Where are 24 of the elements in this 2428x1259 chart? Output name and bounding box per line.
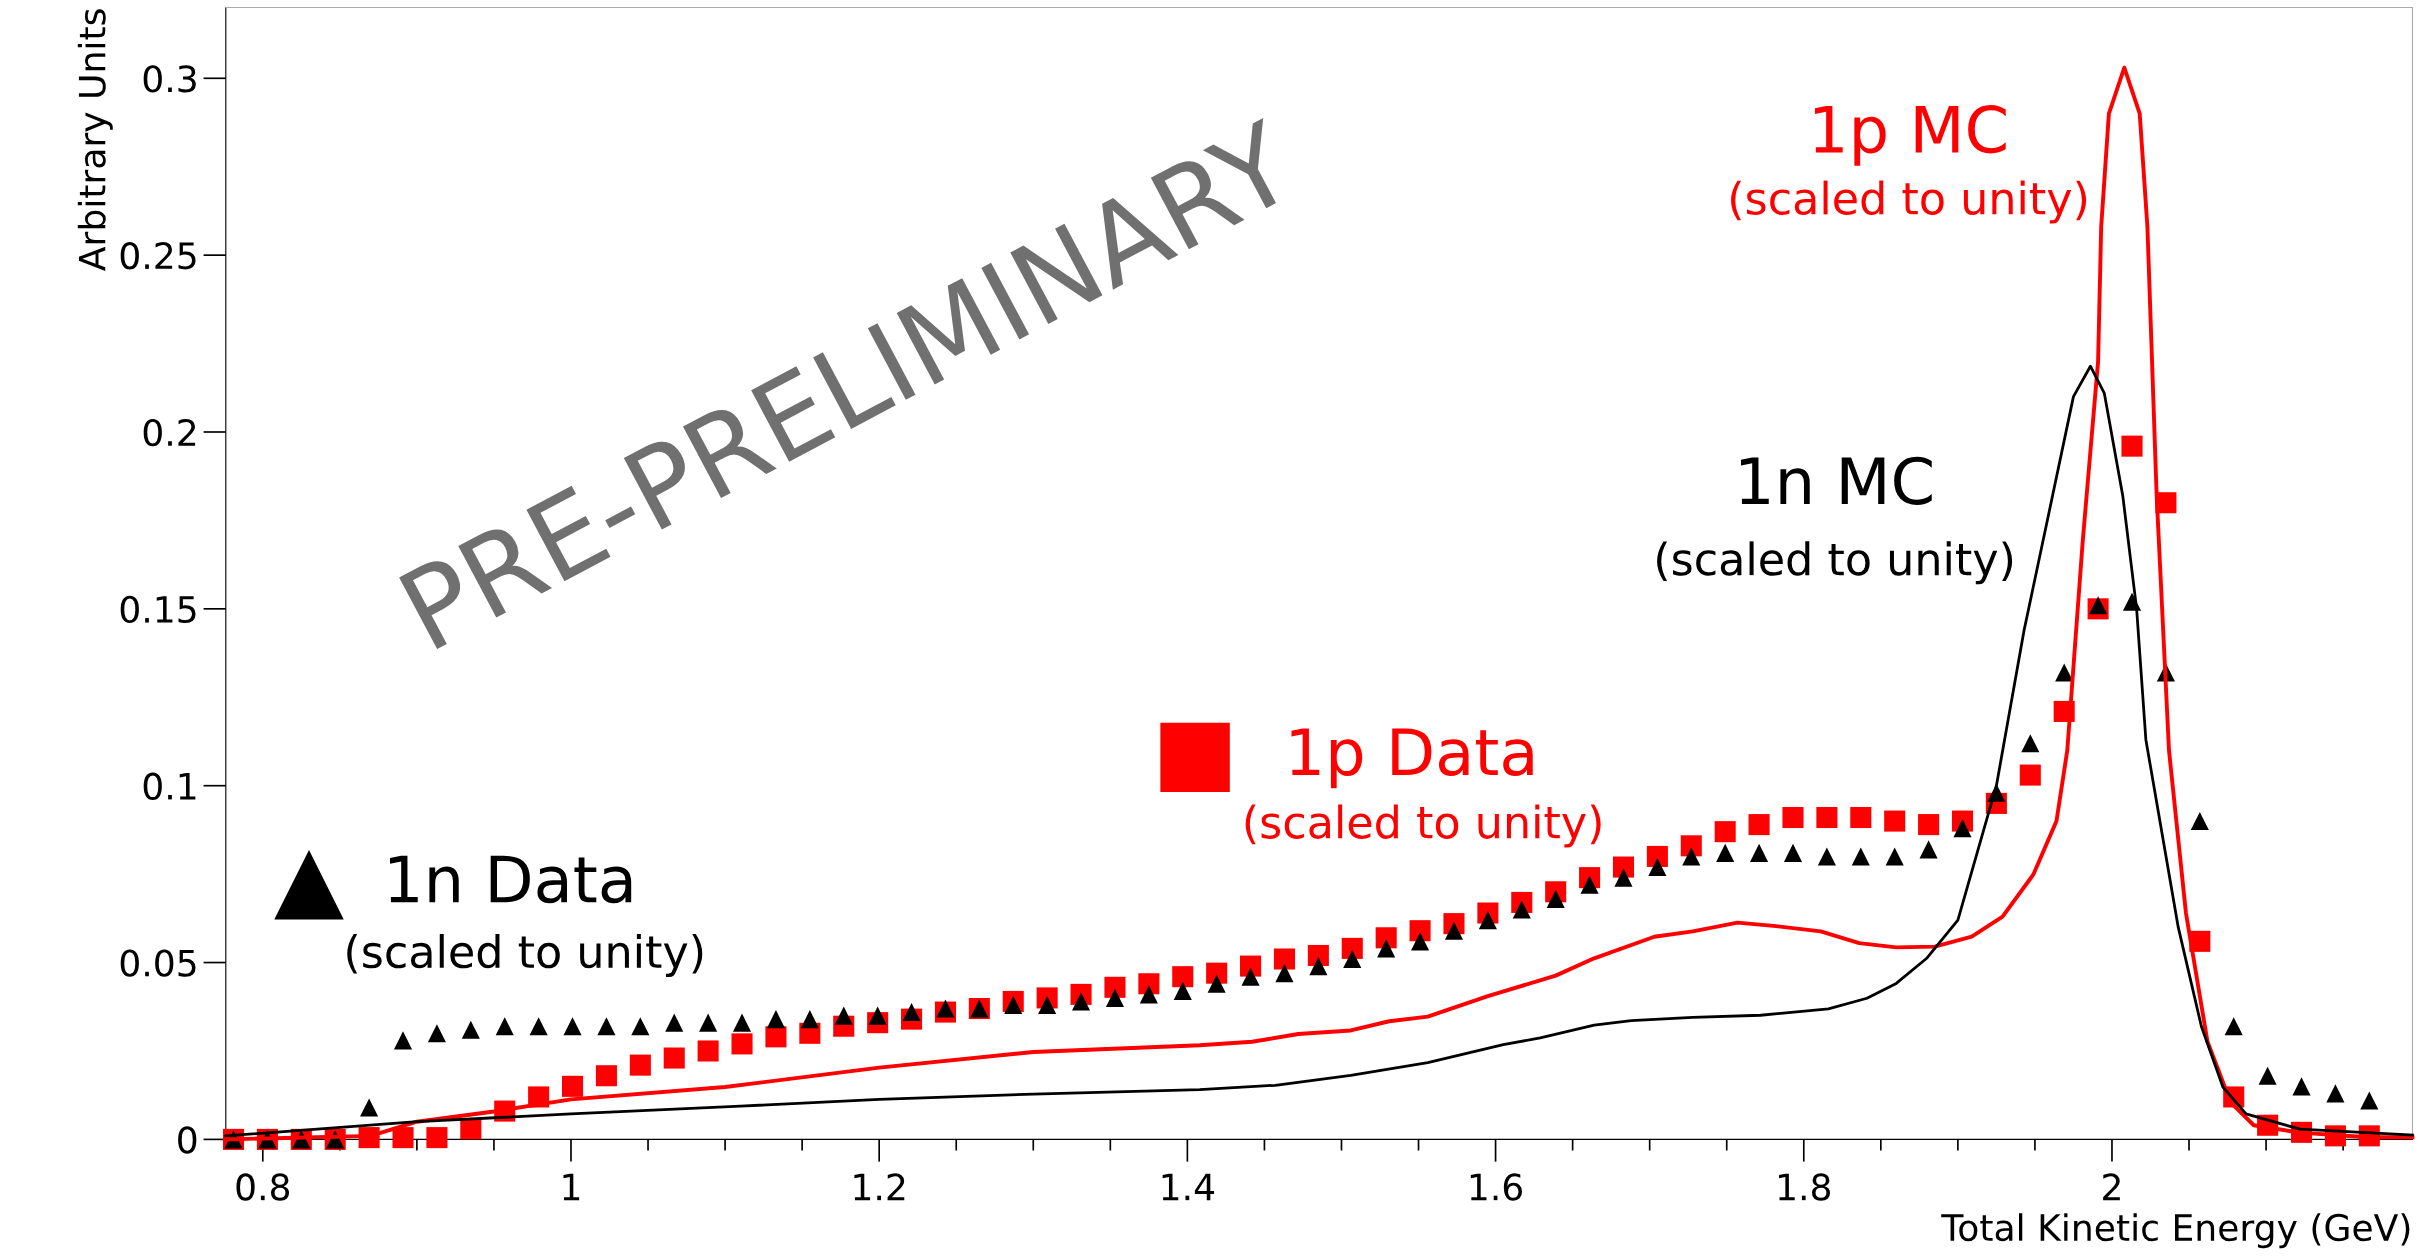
x-tick-label: 0.8 [236, 1173, 290, 1201]
legend-label: 1p Data [1291, 728, 1533, 789]
annotation: (scaled to unity) [347, 933, 703, 977]
annotation: (scaled to unity) [1731, 180, 2087, 224]
y-tick-label: 0.05 [120, 949, 196, 977]
x-axis-title: Total Kinetic Energy (GeV) [1941, 1213, 2410, 1249]
annotation: (scaled to unity) [1245, 804, 1601, 848]
y-tick-label: 0.1 [143, 772, 196, 800]
legend-label: 1n Data [390, 855, 632, 904]
series-label: 1n MC [1741, 456, 1932, 505]
y-tick-label: 0.25 [120, 242, 196, 270]
x-tick-label: 2 [2103, 1173, 2120, 1201]
y-tick-label: 0.3 [143, 65, 196, 93]
y-axis-title: Arbitrary Units [77, 9, 113, 271]
y-tick-label: 0.15 [120, 595, 196, 624]
series-label: 1p MC [1814, 105, 2006, 166]
x-tick-label: 1.4 [1162, 1173, 1215, 1201]
annotation: (scaled to unity) [1657, 541, 2013, 585]
x-tick-label: 1.6 [1470, 1173, 1523, 1201]
y-tick-label: 0.2 [143, 418, 196, 447]
x-tick-label: 1.8 [1779, 1173, 1831, 1201]
x-tick-label: 1.2 [854, 1173, 905, 1201]
x-tick-label: 1 [563, 1173, 580, 1201]
y-tick-label: 0 [178, 1126, 197, 1154]
